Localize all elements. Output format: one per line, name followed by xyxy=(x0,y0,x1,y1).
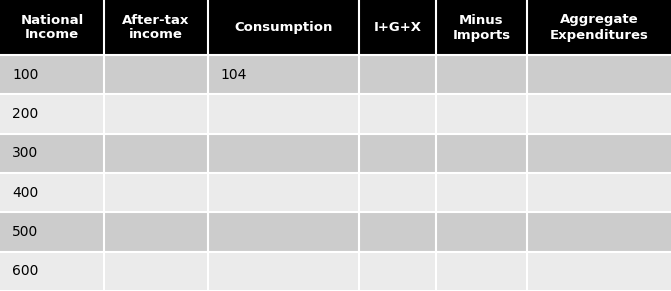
Bar xyxy=(0,0,104,55)
Bar xyxy=(208,55,359,94)
Bar xyxy=(527,134,671,173)
Bar xyxy=(208,173,359,212)
Bar xyxy=(436,0,527,55)
Bar xyxy=(0,212,104,252)
Bar xyxy=(359,0,436,55)
Bar xyxy=(527,252,671,291)
Bar xyxy=(359,55,436,94)
Bar xyxy=(0,134,104,173)
Bar xyxy=(0,252,104,291)
Bar xyxy=(436,212,527,252)
Bar xyxy=(436,134,527,173)
Bar xyxy=(104,55,208,94)
Text: After-tax
income: After-tax income xyxy=(122,13,190,42)
Bar xyxy=(208,0,359,55)
Bar xyxy=(527,55,671,94)
Bar xyxy=(0,173,104,212)
Text: 200: 200 xyxy=(12,107,38,121)
Bar xyxy=(359,212,436,252)
Bar xyxy=(208,252,359,291)
Bar xyxy=(359,134,436,173)
Text: National
Income: National Income xyxy=(20,13,84,42)
Bar xyxy=(436,55,527,94)
Bar xyxy=(104,0,208,55)
Text: 104: 104 xyxy=(220,68,246,82)
Bar xyxy=(0,94,104,134)
Bar xyxy=(359,94,436,134)
Bar xyxy=(104,134,208,173)
Text: 100: 100 xyxy=(12,68,38,82)
Bar xyxy=(527,94,671,134)
Bar xyxy=(436,173,527,212)
Text: 600: 600 xyxy=(12,264,38,278)
Text: Aggregate
Expenditures: Aggregate Expenditures xyxy=(550,13,648,42)
Bar xyxy=(527,212,671,252)
Text: Minus
Imports: Minus Imports xyxy=(452,13,511,42)
Bar xyxy=(0,55,104,94)
Bar xyxy=(104,173,208,212)
Text: Consumption: Consumption xyxy=(234,21,333,34)
Bar xyxy=(104,252,208,291)
Bar xyxy=(359,173,436,212)
Bar xyxy=(208,212,359,252)
Bar xyxy=(436,94,527,134)
Bar xyxy=(104,212,208,252)
Bar xyxy=(527,173,671,212)
Text: I+G+X: I+G+X xyxy=(374,21,421,34)
Bar xyxy=(359,252,436,291)
Text: 300: 300 xyxy=(12,146,38,160)
Text: 500: 500 xyxy=(12,225,38,239)
Bar xyxy=(104,94,208,134)
Bar xyxy=(208,134,359,173)
Text: 400: 400 xyxy=(12,186,38,200)
Bar xyxy=(527,0,671,55)
Bar xyxy=(436,252,527,291)
Bar xyxy=(208,94,359,134)
